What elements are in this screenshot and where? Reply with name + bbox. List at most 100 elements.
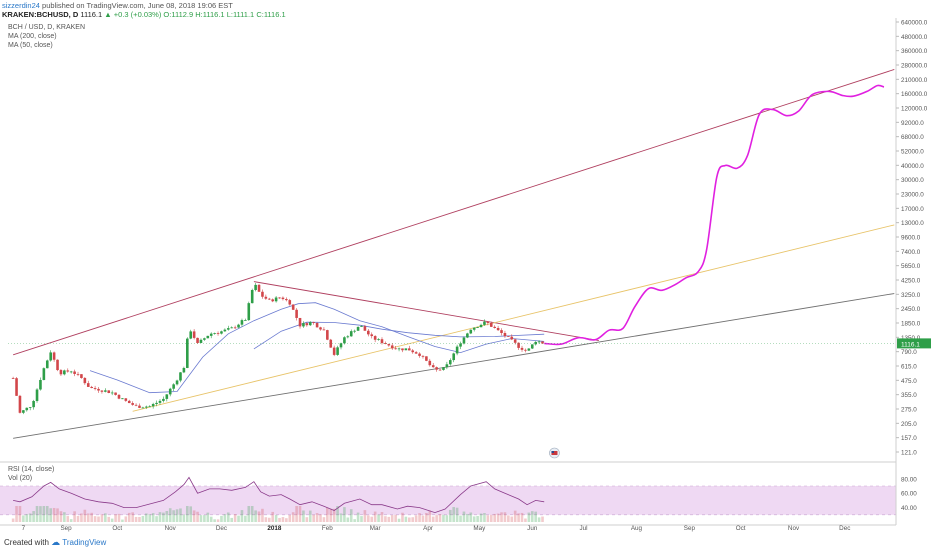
candle-body: [131, 403, 134, 405]
candle-body: [11, 378, 15, 379]
candle-body: [452, 353, 456, 361]
y-tick-label: 52000.0: [901, 149, 924, 156]
price-badge: [897, 338, 931, 349]
volume-bar: [73, 511, 76, 522]
volume-bar: [390, 515, 394, 522]
volume-bar: [435, 515, 438, 522]
candle-body: [541, 341, 544, 344]
symbol-line: KRAKEN:BCHUSD, D 1116.1 ▲ +0.3 (+0.03%) …: [2, 10, 286, 19]
y-tick-label: 160000.0: [901, 91, 928, 98]
author-link[interactable]: sizzerdin24: [2, 1, 40, 10]
volume-bar: [425, 512, 428, 522]
volume-bar: [527, 512, 531, 522]
volume-bar: [93, 516, 97, 522]
volume-bar: [445, 515, 449, 522]
rsi-band: [0, 486, 896, 515]
volume-bar: [418, 513, 421, 522]
trendline-ascending-trend: [132, 224, 895, 412]
volume-bar: [56, 508, 59, 522]
volume-bar: [175, 509, 179, 522]
candle-body: [493, 326, 496, 328]
volume-bar: [155, 516, 158, 522]
candle-body: [319, 327, 322, 330]
ma50-legend[interactable]: MA (50, close): [8, 42, 53, 49]
candle-body: [527, 348, 531, 351]
candle-body: [25, 407, 29, 411]
y-tick-label: 4250.0: [901, 278, 921, 285]
volume-bar: [223, 514, 227, 522]
volume-bar: [182, 514, 186, 522]
event-flag-canton: [551, 451, 554, 453]
low-value: L:1111.1: [226, 10, 255, 19]
candle-body: [206, 335, 210, 339]
volume-bar: [387, 516, 391, 522]
volume-bar: [209, 516, 213, 522]
candle-body: [250, 290, 254, 304]
candle-body: [182, 367, 186, 373]
volume-bar: [216, 519, 220, 522]
candle-body: [100, 390, 104, 392]
candle-body: [35, 389, 39, 401]
volume-bar: [349, 509, 353, 522]
candle-body: [22, 410, 25, 413]
rsi-legend[interactable]: RSI (14, close): [8, 466, 55, 473]
candle-body: [209, 333, 213, 336]
candle-body: [404, 348, 408, 351]
x-tick-label: 7: [22, 525, 26, 532]
candle-body: [285, 299, 288, 301]
volume-bar: [107, 516, 111, 522]
volume-bar: [97, 516, 100, 522]
candle-body: [489, 322, 493, 327]
volume-bar: [384, 516, 387, 522]
volume-bar: [537, 517, 541, 522]
candle-body: [448, 360, 452, 365]
candle-body: [45, 360, 49, 369]
volume-bar: [25, 514, 29, 522]
candle-body: [288, 300, 292, 305]
candle-body: [138, 405, 141, 408]
tradingview-brand[interactable]: TradingView: [62, 538, 107, 547]
candle-body: [363, 326, 367, 331]
volume-bar: [261, 508, 264, 522]
volume-bar: [476, 515, 479, 522]
candle-body: [367, 330, 370, 335]
candle-body: [322, 329, 326, 331]
volume-bar: [237, 515, 240, 522]
rsi-tick-label: 60.00: [901, 491, 917, 498]
x-tick-label: Aug: [631, 525, 643, 532]
candle-body: [336, 347, 339, 355]
candle-body: [537, 341, 541, 343]
volume-bar: [18, 506, 22, 522]
candle-body: [343, 337, 346, 344]
volume-bar: [496, 513, 500, 522]
volume-bar: [319, 514, 322, 522]
volume-bar: [356, 512, 360, 522]
x-tick-label: Jun: [527, 525, 538, 532]
volume-bar: [226, 512, 230, 522]
volume-bar: [414, 515, 418, 522]
open-value: O:1112.9: [163, 10, 194, 19]
x-tick-label: Mar: [370, 525, 381, 532]
candle-body: [281, 297, 285, 300]
y-tick-label: 121.0: [901, 450, 917, 457]
volume-bar: [80, 513, 83, 522]
candle-body: [291, 304, 295, 310]
candle-body: [15, 378, 18, 396]
volume-bar: [298, 506, 302, 522]
volume-bar: [459, 515, 462, 522]
vol-legend[interactable]: Vol (20): [8, 475, 33, 482]
y-tick-label: 92000.0: [901, 120, 924, 127]
ma200-legend[interactable]: MA (200, close): [8, 33, 57, 40]
volume-bar: [326, 507, 329, 522]
volume-bar: [455, 507, 459, 522]
price-chart[interactable]: 640000.0 480000.0 360000.0 280000.0 210000.0…: [0, 0, 932, 536]
candle-body: [73, 371, 76, 374]
y-tick-label: 3250.0: [901, 292, 921, 299]
volume-bar: [322, 517, 326, 522]
pair-legend[interactable]: BCH / USD, D, KRAKEN: [8, 24, 86, 31]
candle-body: [240, 320, 244, 325]
volume-bar: [339, 513, 343, 522]
y-tick-label: 355.0: [901, 392, 917, 399]
candle-body: [220, 331, 223, 334]
x-tick-label: Oct: [112, 525, 122, 532]
